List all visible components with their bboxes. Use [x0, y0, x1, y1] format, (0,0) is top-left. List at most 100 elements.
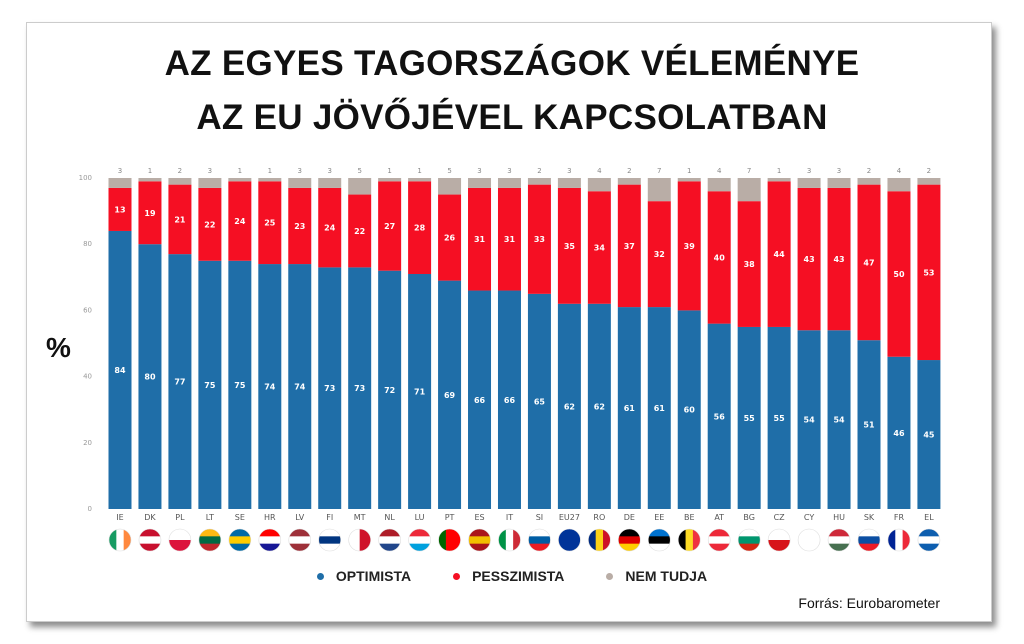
bar-segment-pesszimista	[168, 184, 192, 255]
bar-segment-nem-tudja	[468, 178, 492, 188]
legend: OPTIMISTA PESSZIMISTA NEM TUDJA	[0, 568, 1024, 584]
bar-segment-nem-tudja	[737, 178, 761, 202]
data-label-nem-tudja: 3	[118, 167, 122, 175]
bar-segment-nem-tudja	[617, 178, 641, 185]
x-tick-label: DK	[144, 513, 156, 522]
flag-icon-hr	[258, 529, 281, 551]
bar-segment-pesszimista	[258, 181, 282, 265]
data-label-nem-tudja: 3	[477, 167, 481, 175]
bar-segment-optimista	[737, 326, 761, 509]
flag-outline	[348, 528, 371, 552]
x-tick-label: CZ	[774, 513, 786, 522]
bar-segment-pesszimista	[378, 181, 402, 271]
data-label: 53	[923, 268, 934, 277]
data-label-nem-tudja: 2	[627, 167, 631, 175]
bar-segment-optimista	[108, 230, 132, 509]
bar-segment-optimista	[497, 290, 521, 509]
bar-segment-nem-tudja	[677, 178, 701, 182]
data-label: 74	[294, 383, 306, 392]
bar-segment-optimista	[168, 254, 192, 509]
flag-icon-lu	[408, 529, 431, 551]
x-tick-label: AT	[714, 513, 724, 522]
data-label-nem-tudja: 1	[268, 167, 272, 175]
data-label: 84	[114, 366, 126, 375]
flag-outline	[168, 528, 192, 552]
bar-segment-nem-tudja	[647, 178, 671, 202]
data-label: 22	[204, 220, 215, 229]
bar-segment-pesszimista	[737, 201, 761, 327]
data-label: 25	[264, 219, 276, 228]
flag-icon-cz	[768, 529, 791, 551]
y-tick-label: 20	[83, 439, 92, 447]
data-label-nem-tudja: 2	[537, 167, 541, 175]
data-label: 74	[264, 383, 276, 392]
bar-segment-optimista	[527, 293, 551, 509]
data-label: 80	[144, 373, 156, 382]
x-tick-label: PL	[175, 513, 185, 522]
flag-icon-nl	[378, 529, 401, 551]
bar-segment-nem-tudja	[258, 178, 282, 182]
flag-outline	[138, 528, 162, 552]
bar-segment-pesszimista	[408, 181, 432, 274]
flag-icon-fr	[887, 529, 910, 551]
data-label: 51	[863, 421, 875, 430]
flag-icon-lv	[288, 529, 311, 551]
flag-icon-es	[468, 529, 491, 551]
flag-icon-pl	[168, 529, 191, 551]
flag-icon-mt	[348, 529, 371, 551]
bar-segment-optimista	[917, 360, 941, 509]
flag-icon-cy	[798, 529, 821, 551]
data-label: 61	[624, 404, 636, 413]
bar-segment-nem-tudja	[408, 178, 432, 182]
legend-label: OPTIMISTA	[335, 568, 412, 584]
legend-swatch	[606, 572, 614, 580]
bar-segment-pesszimista	[917, 184, 941, 361]
data-label: 13	[114, 205, 125, 214]
bar-segment-nem-tudja	[108, 178, 132, 188]
data-label: 66	[504, 396, 516, 405]
data-label: 45	[923, 431, 935, 440]
data-label: 26	[444, 234, 456, 243]
flag-icon-it	[498, 529, 521, 551]
bar-segment-nem-tudja	[857, 178, 881, 185]
flag-outline	[288, 528, 312, 552]
bar-segment-nem-tudja	[168, 178, 192, 185]
data-label: 28	[414, 224, 426, 233]
bar-segment-pesszimista	[707, 191, 731, 324]
bar-segment-optimista	[767, 326, 791, 509]
bar-segment-pesszimista	[767, 181, 791, 327]
legend-item-nem-tudja: NEM TUDJA	[606, 568, 707, 584]
x-tick-label: DE	[624, 513, 635, 522]
data-label: 27	[384, 222, 395, 231]
data-label-nem-tudja: 5	[357, 167, 361, 175]
data-label-nem-tudja: 2	[867, 167, 871, 175]
bar-segment-pesszimista	[827, 187, 851, 331]
flag-outline	[857, 528, 881, 552]
flag-outline	[108, 528, 132, 552]
data-label-nem-tudja: 1	[417, 167, 421, 175]
data-label-nem-tudja: 3	[298, 167, 302, 175]
data-label-nem-tudja: 3	[567, 167, 571, 175]
x-tick-label: SE	[235, 513, 245, 522]
data-label: 65	[534, 397, 546, 406]
data-label-nem-tudja: 4	[897, 167, 902, 175]
x-tick-label: EE	[654, 513, 664, 522]
data-label-nem-tudja: 3	[807, 167, 811, 175]
data-label-nem-tudja: 1	[777, 167, 781, 175]
data-label: 31	[474, 235, 486, 244]
x-tick-label: IT	[506, 513, 513, 522]
y-tick-label: 100	[79, 174, 92, 182]
flag-outline	[408, 528, 431, 552]
bar-segment-pesszimista	[587, 191, 611, 304]
data-label: 50	[893, 270, 905, 279]
bar-segment-pesszimista	[677, 181, 701, 311]
bar-segment-optimista	[617, 307, 641, 509]
flag-outline	[228, 528, 252, 552]
flag-outline	[707, 528, 731, 552]
bar-segment-nem-tudja	[707, 178, 731, 192]
x-tick-label: ES	[474, 513, 484, 522]
data-label: 44	[774, 250, 786, 259]
bar-segment-optimista	[887, 356, 911, 509]
bar-segment-nem-tudja	[797, 178, 821, 188]
bar-segment-pesszimista	[318, 187, 342, 268]
